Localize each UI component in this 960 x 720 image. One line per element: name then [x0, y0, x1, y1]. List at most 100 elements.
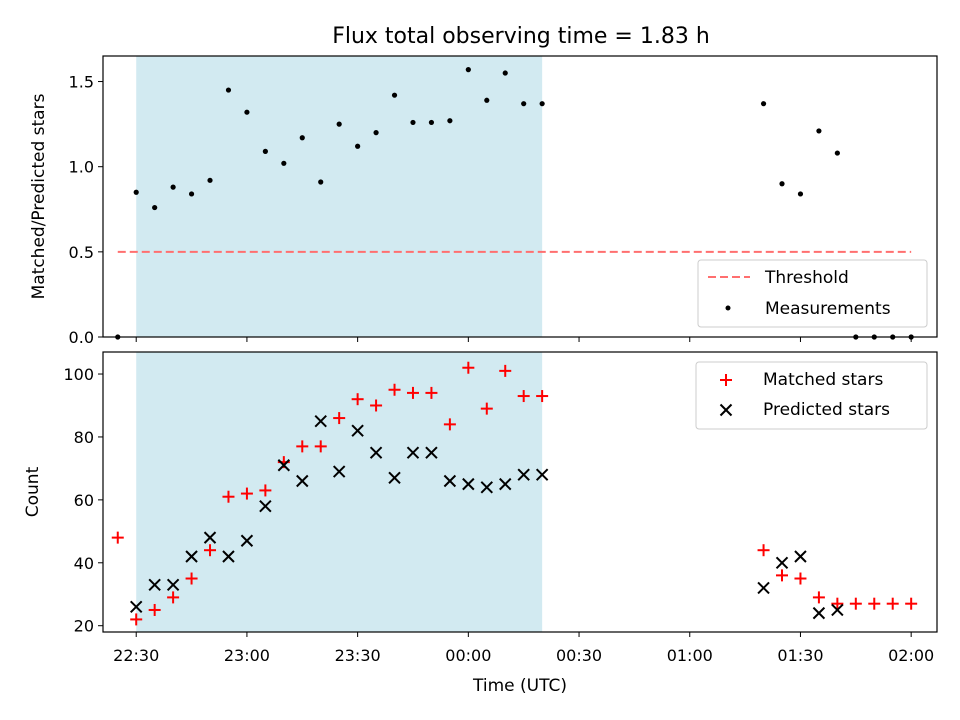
predicted-stars-point — [369, 446, 383, 459]
measurement-point — [760, 101, 767, 107]
measurement-point — [225, 87, 232, 93]
predicted-stars-point-b — [130, 600, 143, 614]
predicted-stars-point — [203, 531, 217, 544]
matched-stars-point — [130, 613, 143, 626]
x-tick-label: 23:30 — [335, 646, 381, 665]
top-panel: 0.0 0.5 1.0 1.5 Matched/Predicted stars Thr… — [29, 55, 938, 347]
predicted-stars-point — [185, 550, 198, 563]
measurement-point — [539, 101, 545, 107]
measurement-point — [336, 121, 342, 127]
matched-stars-point — [831, 597, 844, 610]
measurements-legend-label: Measurements — [765, 299, 891, 319]
predicted-stars-point — [332, 465, 346, 478]
matched-stars-legend-swatch — [720, 374, 732, 386]
measurement-point — [502, 70, 508, 76]
predicted-stars-legend-marker-b — [719, 403, 733, 417]
predicted-stars-point-b — [369, 446, 383, 459]
matched-stars-point — [794, 572, 807, 585]
predicted-stars-point — [812, 606, 826, 620]
x-tick-label: 02:00 — [888, 646, 934, 665]
top-y-tick-label: 1.0 — [69, 158, 94, 177]
predicted-stars-point-b — [462, 477, 475, 491]
measurement-point — [816, 128, 822, 134]
matched-stars-point — [222, 490, 235, 503]
x-tick-label: 00:30 — [556, 646, 602, 665]
predicted-stars-point-b — [259, 499, 272, 513]
bottom-axes-frame — [102, 351, 938, 633]
matched-stars-point — [868, 597, 881, 610]
matched-stars-point — [296, 440, 309, 453]
predicted-stars-point-b — [775, 556, 789, 569]
matched-stars-point — [406, 386, 419, 399]
matched-stars-point — [204, 544, 217, 557]
bottom-observing-window-shade — [136, 352, 543, 632]
predicted-stars-point — [480, 481, 493, 494]
predicted-stars-point — [499, 477, 512, 491]
predicted-stars-point — [130, 600, 143, 614]
x-tick-label: 01:30 — [777, 646, 823, 665]
predicted-stars-point-b — [812, 606, 826, 620]
top-data-marks — [115, 67, 914, 340]
predicted-stars-point-b — [425, 446, 438, 459]
predicted-stars-point — [222, 550, 235, 563]
predicted-stars-point-b — [148, 578, 161, 592]
predicted-stars-point — [166, 578, 180, 592]
predicted-stars-point-b — [831, 603, 844, 617]
predicted-stars-point-b — [166, 578, 180, 592]
predicted-stars-point — [831, 603, 844, 617]
predicted-stars-point-b — [517, 468, 530, 481]
measurement-point — [391, 92, 398, 98]
top-y-tick-label: 0.5 — [69, 243, 94, 262]
predicted-stars-point — [148, 578, 161, 592]
top-legend-box — [697, 259, 928, 328]
measurement-point — [207, 177, 213, 183]
bottom-y-tick-label: 20 — [74, 617, 94, 636]
top-axes-frame — [102, 55, 938, 338]
predicted-stars-point — [425, 446, 438, 459]
matched-stars-point — [849, 597, 862, 610]
predicted-stars-point-b — [222, 550, 235, 563]
matched-stars-point — [111, 531, 124, 544]
measurement-point — [133, 189, 139, 195]
bottom-y-tick-label: 40 — [74, 554, 94, 573]
matched-stars-point — [812, 591, 825, 604]
predicted-stars-point-b — [332, 465, 346, 478]
predicted-stars-point-b — [388, 471, 401, 485]
measurement-point — [262, 148, 268, 154]
predicted-stars-point-b — [351, 424, 364, 437]
matched-stars-point — [167, 591, 180, 604]
predicted-stars-point-b — [203, 531, 217, 544]
matched-stars-point — [517, 390, 530, 403]
measurement-point — [428, 119, 435, 126]
measurement-point — [410, 119, 416, 126]
predicted-stars-legend-swatch — [719, 403, 733, 417]
bottom-y-tick-label: 100 — [63, 365, 94, 384]
matched-stars-point — [425, 386, 438, 399]
matched-stars-point — [259, 484, 272, 497]
top-legend: Threshold Measurements — [697, 259, 928, 328]
bottom-y-tick-label: 80 — [74, 428, 94, 447]
predicted-stars-point — [443, 474, 457, 488]
x-tick-label: 00:00 — [445, 646, 491, 665]
bottom-y-axis-label: Count — [23, 466, 43, 517]
top-y-axis-label: Matched/Predicted stars — [29, 93, 49, 299]
predicted-stars-point — [535, 468, 549, 481]
measurement-point — [484, 97, 490, 103]
measurement-point — [152, 204, 158, 211]
matched-stars-point — [240, 487, 253, 500]
predicted-stars-point — [775, 556, 789, 569]
predicted-stars-point — [794, 550, 807, 563]
matched-stars-legend-marker — [720, 374, 732, 386]
predicted-stars-point-b — [480, 481, 493, 494]
measurement-point — [281, 160, 287, 166]
x-tick-label: 22:30 — [113, 646, 159, 665]
measurement-point — [779, 181, 785, 187]
matched-stars-point — [905, 597, 918, 610]
predicted-stars-point-b — [794, 550, 807, 563]
measurement-point — [188, 191, 195, 197]
predicted-stars-point — [462, 477, 475, 491]
predicted-stars-legend-marker — [719, 403, 733, 417]
chart-title: Flux total observing time = 1.83 h — [332, 24, 710, 49]
predicted-stars-point — [259, 499, 272, 513]
predicted-stars-point-b — [406, 446, 420, 459]
